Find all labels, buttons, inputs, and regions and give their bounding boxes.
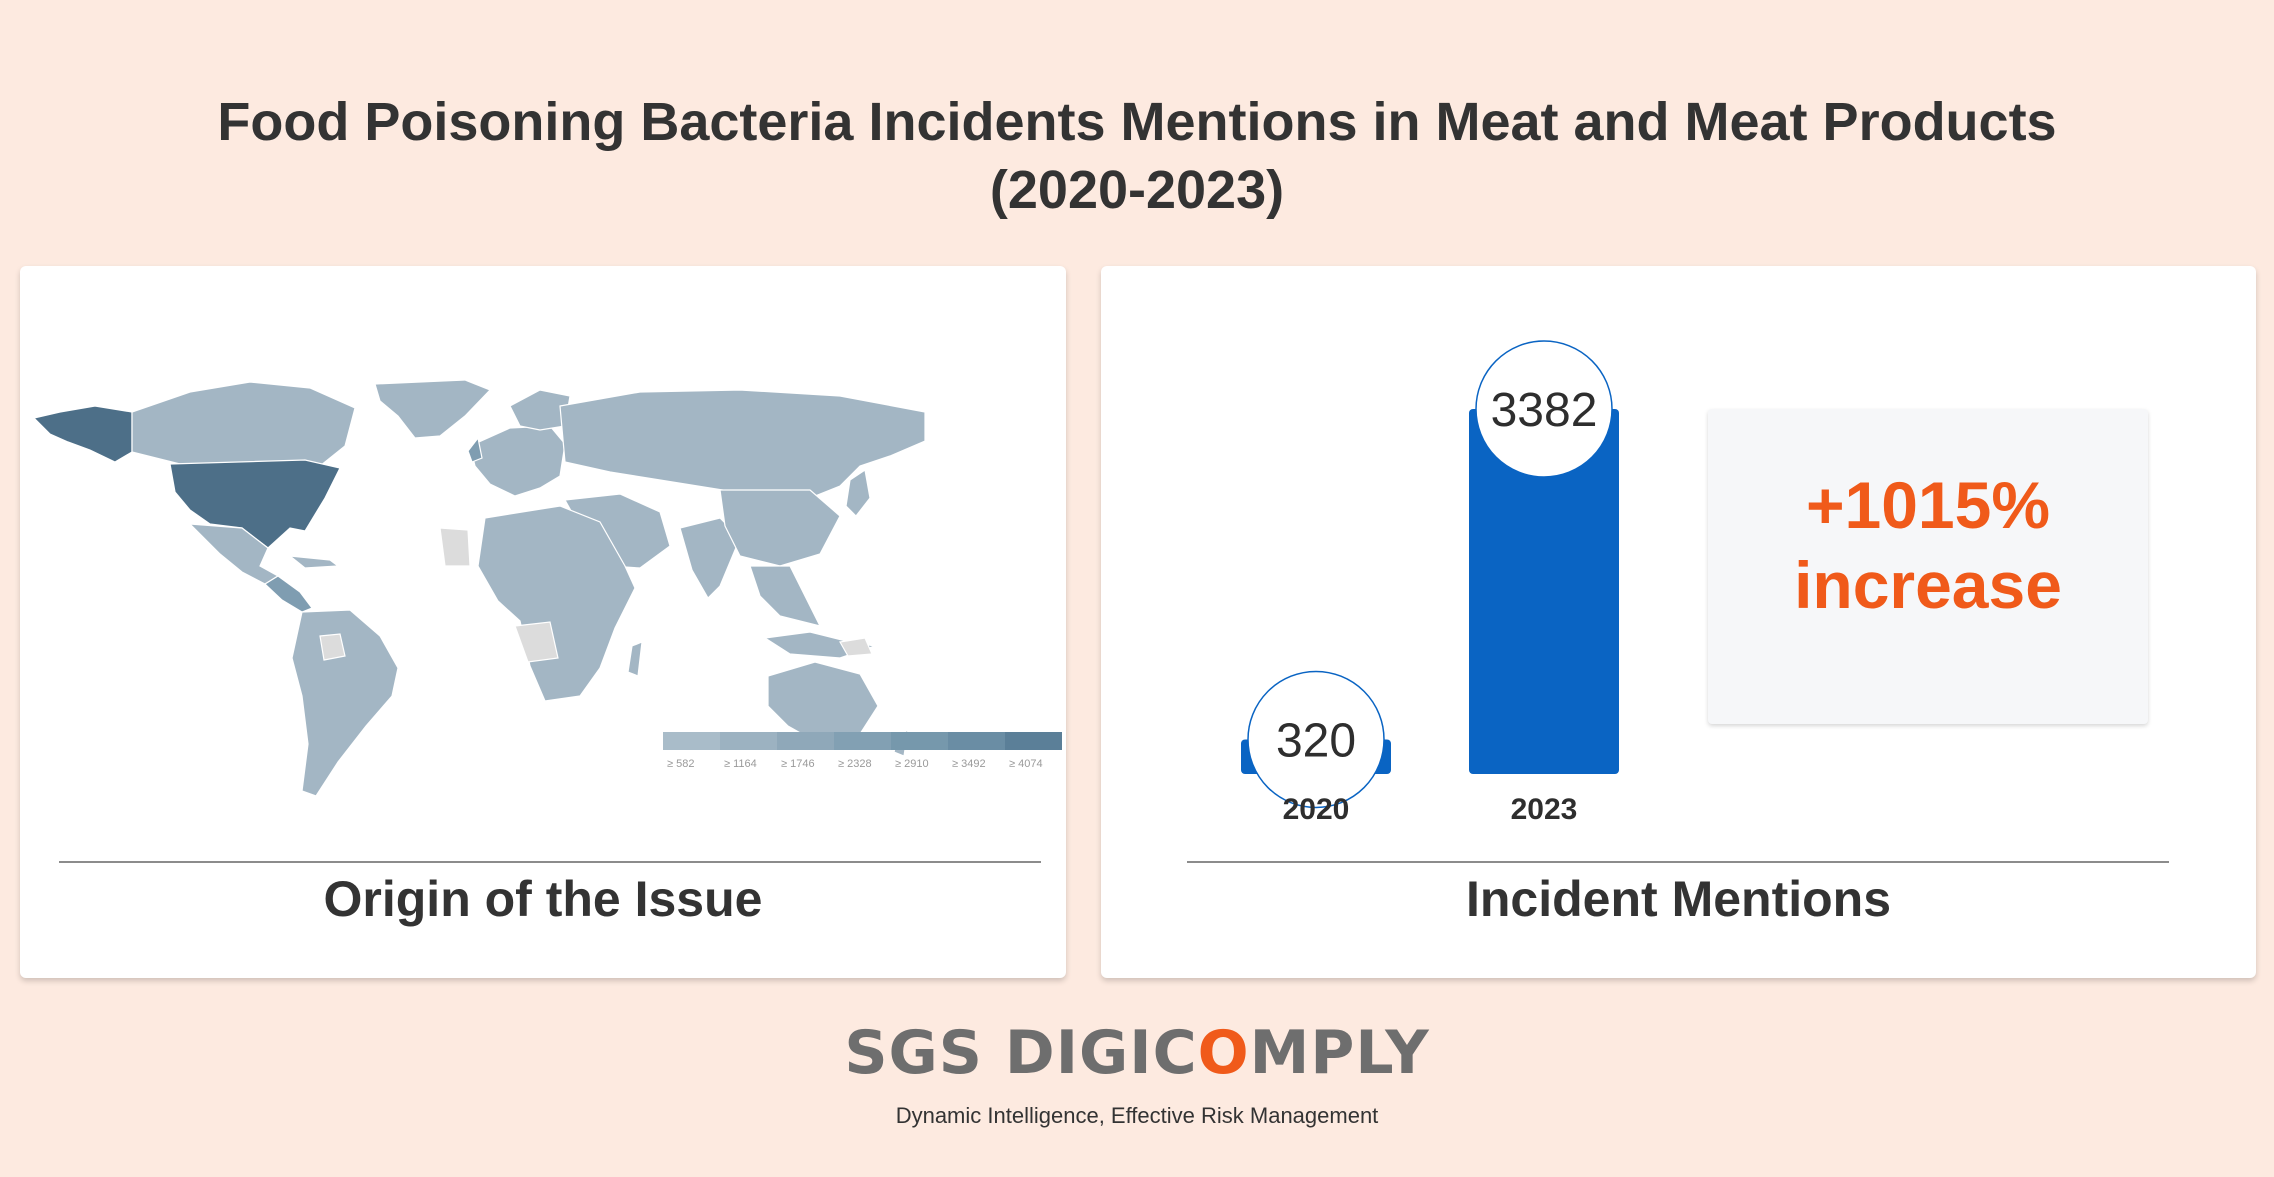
legend-label: ≥ 4074 xyxy=(1009,758,1043,770)
chart-divider xyxy=(1187,861,2169,863)
alaska-shape xyxy=(32,405,133,463)
legend-label: ≥ 3492 xyxy=(952,758,986,770)
south-america-shape xyxy=(291,609,399,797)
logo-text-part: MPLY xyxy=(1249,1018,1430,1088)
bar-value-label: 320 xyxy=(1276,714,1356,767)
png-nodata-shape xyxy=(839,637,873,657)
legend-label: ≥ 582 xyxy=(667,758,694,770)
map-panel-label: Origin of the Issue xyxy=(323,871,763,927)
japan-shape xyxy=(845,468,871,517)
uk-shape xyxy=(467,436,483,463)
increase-word: increase xyxy=(1794,548,2062,622)
increase-callout: +1015% increase xyxy=(1708,409,2148,724)
caribbean-shape xyxy=(288,555,340,569)
southeast-asia-shape xyxy=(749,565,822,627)
legend-swatch xyxy=(1005,732,1062,750)
central-america-shape xyxy=(264,575,313,613)
value-bubble xyxy=(1475,340,1613,478)
india-shape xyxy=(679,517,741,599)
logo-text-part: SGS DIGIC xyxy=(844,1018,1198,1088)
chart-card: 320 2020 3382 2023 +1015% increase Incident… xyxy=(1101,266,2256,978)
bar-value-label: 3382 xyxy=(1491,384,1598,437)
map-card: ≥ 582 ≥ 1164 ≥ 1746 ≥ 2328 ≥ 2910 ≥ 3492 ≥ 407… xyxy=(20,266,1066,978)
canada-shape xyxy=(131,381,356,467)
world-map: ≥ 582 ≥ 1164 ≥ 1746 ≥ 2328 ≥ 2910 ≥ 3492 ≥ 407… xyxy=(32,379,1062,797)
brand-logo: SGS DIGICOMPLY xyxy=(0,1018,2274,1088)
legend-label: ≥ 1164 xyxy=(724,758,757,770)
category-label: 2020 xyxy=(1283,793,1350,826)
logo-accent-letter: O xyxy=(1197,1018,1250,1088)
legend-swatch xyxy=(948,732,1005,750)
south-america-nodata-shape xyxy=(319,633,346,661)
africa-nodata-2-shape xyxy=(514,621,559,663)
bar-2023 xyxy=(1469,409,1619,774)
map-divider xyxy=(59,861,1041,863)
title-line-1: Food Poisoning Bacteria Incidents Mentio… xyxy=(217,92,2057,152)
chart-panel-label: Incident Mentions xyxy=(1466,871,1891,927)
legend-swatch xyxy=(663,732,720,750)
value-bubble xyxy=(1247,670,1385,809)
legend-swatch xyxy=(777,732,834,750)
legend-label: ≥ 1746 xyxy=(781,758,815,770)
madagascar-shape xyxy=(627,641,643,677)
africa-shape xyxy=(477,505,636,702)
page-title: Food Poisoning Bacteria Incidents Mentio… xyxy=(0,88,2274,224)
title-line-2: (2020-2023) xyxy=(989,160,1285,220)
legend-swatch xyxy=(891,732,948,750)
greenland-shape xyxy=(374,379,492,439)
legend-label: ≥ 2328 xyxy=(838,758,872,770)
australia-shape xyxy=(767,661,879,745)
logo-text: SGS DIGICOMPLY xyxy=(844,1018,1429,1088)
increase-value: +1015% xyxy=(1805,468,2051,542)
legend-swatch xyxy=(720,732,777,750)
category-label: 2023 xyxy=(1511,793,1578,826)
legend-label: ≥ 2910 xyxy=(895,758,929,770)
bar-chart: 320 2020 3382 2023 xyxy=(1241,340,1619,826)
legend-swatch xyxy=(834,732,891,750)
china-shape xyxy=(719,489,841,567)
russia-asia-shape xyxy=(559,389,926,503)
africa-nodata-1-shape xyxy=(439,527,471,567)
tagline: Dynamic Intelligence, Effective Risk Man… xyxy=(895,1103,1379,1128)
europe-shape xyxy=(469,425,566,497)
usa-shape xyxy=(169,459,341,549)
